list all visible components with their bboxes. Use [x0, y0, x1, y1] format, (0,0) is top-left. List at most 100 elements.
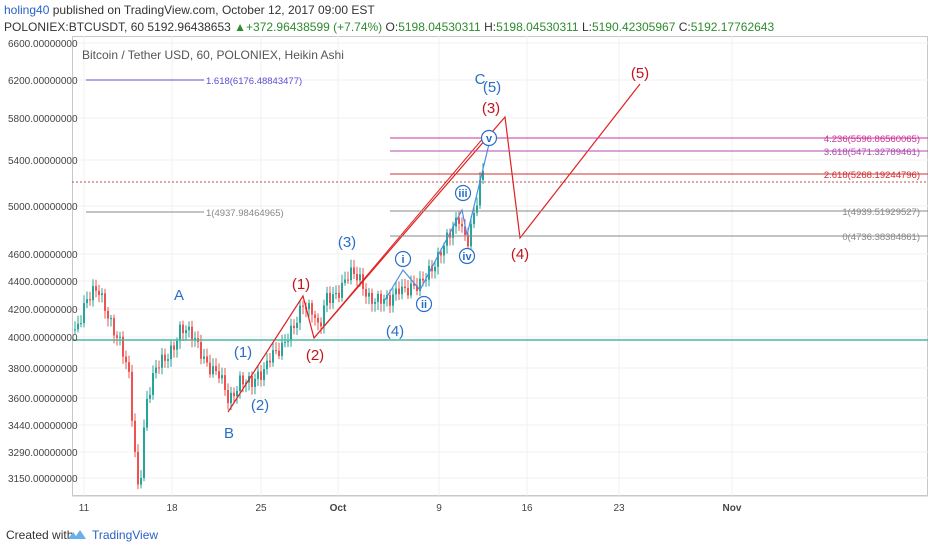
- grid-lines: [72, 36, 928, 496]
- chart-header: holing40 published on TradingView.com, O…: [0, 0, 932, 36]
- price-tick-label: 5800.00000000: [8, 114, 78, 125]
- date-tick-label: 18: [166, 503, 178, 514]
- candle-body: [278, 350, 280, 356]
- candle-body: [98, 290, 100, 296]
- tradingview-brand[interactable]: TradingView: [92, 528, 159, 542]
- candle-body: [404, 286, 406, 288]
- date-tick-label: 9: [436, 503, 442, 514]
- candle-body: [116, 335, 118, 338]
- price-tick-label: 3600.00000000: [8, 394, 78, 405]
- chart-labels: 1.618(6176.48843477) 4.236(5596.86560065)…: [174, 65, 920, 442]
- candle-body: [392, 294, 394, 306]
- price-tick-label: 4000.00000000: [8, 333, 78, 344]
- author-link[interactable]: holing40: [4, 3, 50, 17]
- date-tick-label: 23: [613, 503, 625, 514]
- fib-level-label: 1.618(6176.48843477): [206, 76, 302, 87]
- last-price: 5192.96438653: [147, 20, 231, 34]
- candle-body: [359, 274, 361, 281]
- high-value: 5198.04530311: [496, 20, 579, 34]
- candle-body: [419, 278, 421, 291]
- candle-body: [188, 326, 190, 331]
- candle-body: [344, 279, 346, 283]
- subwave-line: [384, 139, 491, 301]
- candle-body: [365, 288, 367, 297]
- candlestick-series: [74, 163, 484, 490]
- low-label: L:: [581, 20, 592, 34]
- candle-body: [293, 325, 295, 328]
- candle-body: [131, 371, 133, 421]
- candle-body: [332, 294, 334, 304]
- date-tick-label: Nov: [723, 503, 742, 514]
- candle-body: [155, 367, 157, 374]
- price-tick-label: 3290.00000000: [8, 448, 78, 459]
- price-change: +372.96438599 (+7.74%): [246, 20, 383, 34]
- candle-body: [437, 252, 439, 267]
- wave-projection-line: [227, 83, 641, 413]
- open-label: O:: [385, 20, 399, 34]
- time-axis[interactable]: 11 18 25 Oct 9 16 23 Nov: [72, 495, 928, 514]
- subwave-label: iv: [462, 251, 472, 263]
- candle-body: [449, 232, 451, 238]
- candle-body: [113, 318, 115, 336]
- candle-body: [371, 292, 373, 304]
- candle-body: [275, 350, 277, 352]
- symbol-info: POLONIEX:BTCUSDT, 60 5192.96438653 ▲+372…: [4, 19, 774, 35]
- candle-body: [269, 360, 271, 363]
- candle-body: [467, 234, 469, 247]
- candle-body: [458, 217, 460, 224]
- open-value: 5198.04530311: [398, 20, 481, 34]
- price-axis[interactable]: 6600.00000000 6200.00000000 5800.00000000 5…: [8, 39, 78, 485]
- candle-body: [92, 286, 94, 301]
- candle-body: [257, 371, 259, 379]
- candle-body: [200, 342, 202, 359]
- publish-info: holing40 published on TradingView.com, O…: [4, 2, 375, 18]
- subwave-label: ii: [421, 299, 427, 311]
- candle-body: [182, 324, 184, 334]
- candle-body: [254, 378, 256, 387]
- wave-label: (2): [306, 347, 324, 364]
- price-tick-label: 4400.00000000: [8, 277, 78, 288]
- candle-body: [284, 341, 286, 343]
- candle-body: [224, 375, 226, 390]
- candle-body: [206, 356, 208, 363]
- chart-canvas[interactable]: 1.618(6176.48843477) 4.236(5596.86560065)…: [0, 0, 932, 520]
- candle-body: [326, 293, 328, 306]
- subwave-circle: [415, 295, 433, 313]
- candle-body: [101, 293, 103, 296]
- created-with-text: Created with: [6, 528, 74, 542]
- wave-label: (4): [511, 246, 529, 263]
- candle-body: [374, 302, 376, 304]
- wave-label: (4): [386, 323, 404, 340]
- candle-body: [380, 293, 382, 304]
- close-label: C:: [678, 20, 691, 34]
- candle-body: [341, 282, 343, 298]
- candle-body: [161, 354, 163, 368]
- candle-body: [149, 394, 151, 399]
- price-tick-label: 3800.00000000: [8, 364, 78, 375]
- candle-body: [176, 340, 178, 350]
- subwave-label: iii: [458, 188, 467, 200]
- wave-label: A: [174, 287, 184, 304]
- candle-body: [395, 288, 397, 295]
- candle-body: [416, 285, 418, 291]
- wave-label: (3): [482, 100, 500, 117]
- price-tick-label: 3440.00000000: [8, 421, 78, 432]
- candle-body: [86, 299, 88, 304]
- candle-body: [299, 305, 301, 323]
- candle-body: [443, 245, 445, 256]
- candle-body: [473, 212, 475, 225]
- candle-body: [266, 360, 268, 370]
- subwave-label: v: [486, 133, 493, 145]
- candle-body: [137, 451, 139, 485]
- candle-body: [179, 324, 181, 341]
- candle-body: [335, 292, 337, 295]
- wave-label: (5): [631, 65, 649, 82]
- candle-body: [281, 342, 283, 356]
- fib-level-label: 2.618(5268.19244796): [824, 170, 920, 181]
- candle-body: [464, 226, 466, 235]
- candle-body: [110, 318, 112, 320]
- candle-body: [107, 310, 109, 319]
- candle-body: [218, 371, 220, 379]
- candle-body: [290, 325, 292, 342]
- price-tick-label: 5000.00000000: [8, 202, 78, 213]
